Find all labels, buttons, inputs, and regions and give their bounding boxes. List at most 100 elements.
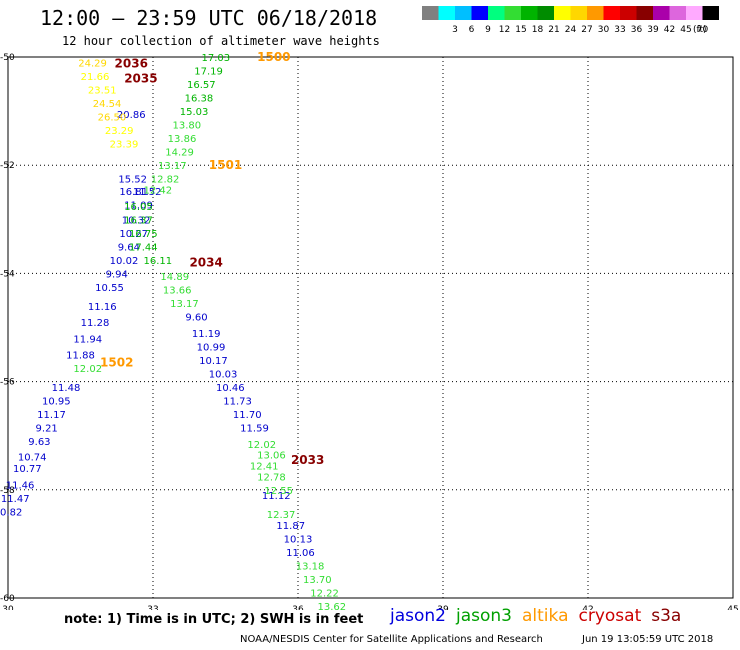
y-tick-label: -54: [0, 269, 15, 279]
swh-value: 12.41: [250, 461, 279, 472]
swh-value: 11.09: [124, 201, 153, 212]
swh-value: 16.05: [124, 202, 153, 213]
swh-value: 10.03: [209, 369, 238, 380]
pass-number-label: 2036: [115, 56, 148, 70]
swh-value: 10.13: [284, 534, 313, 545]
colorbar-label: 3: [452, 25, 458, 35]
colorbar-swatch: [686, 6, 703, 20]
swh-value: 10.27: [119, 229, 148, 240]
swh-value: 16.81: [119, 187, 148, 198]
swh-value: 9.64: [118, 242, 140, 253]
colorbar-swatch: [471, 6, 488, 20]
colorbar-label: 15: [515, 25, 526, 35]
swh-value: 13.86: [168, 134, 197, 145]
swh-value: 13.66: [163, 286, 192, 297]
x-tick-label: 39: [437, 605, 449, 610]
swh-value: 10.74: [18, 452, 47, 463]
legend-jason2: jason2: [390, 606, 446, 626]
colorbar-label: 24: [565, 25, 577, 35]
swh-value: 10.32: [122, 215, 151, 226]
colorbar-swatch: [438, 6, 455, 20]
colorbar-swatch: [620, 6, 637, 20]
swh-value: 23.29: [105, 126, 134, 137]
colorbar-swatch: [455, 6, 472, 20]
series-jason2: 20.8615.5216.8111.5211.0910.3210.279.641…: [0, 110, 315, 559]
swh-value: 11.94: [73, 334, 102, 345]
colorbar-label: 36: [631, 25, 643, 35]
colorbar-label: 9: [485, 25, 491, 35]
swh-value: 11.46: [6, 480, 35, 491]
colorbar-label: 21: [548, 25, 559, 35]
chart-subtitle: 12 hour collection of altimeter wave hei…: [62, 34, 380, 48]
swh-value: 9.94: [106, 269, 128, 280]
colorbar-swatch: [521, 6, 538, 20]
swh-value: 10.95: [42, 397, 71, 408]
colorbar-swatch: [653, 6, 670, 20]
swh-value: 12.37: [267, 510, 296, 521]
series-altika: 24.29 21.66 23.51 24.54 26.50 23.29 23.39: [78, 58, 138, 150]
colorbar-swatch: [702, 6, 719, 20]
swh-value: 11.87: [276, 521, 305, 532]
swh-value: 10.46: [216, 383, 245, 394]
satellite-legend: jason2 jason3 altika cryosat s3a: [390, 606, 691, 626]
x-tick-label: 42: [582, 605, 593, 610]
swh-value: 23.39: [110, 140, 139, 151]
swh-value: 11.19: [192, 329, 221, 340]
swh-value: 24.29: [78, 58, 107, 69]
legend-jason3: jason3: [456, 606, 512, 626]
swh-value: 12.02: [247, 440, 276, 451]
y-tick-label: -50: [0, 53, 15, 63]
swh-value: 12.42: [144, 186, 173, 197]
swh-value: 17.19: [194, 67, 223, 78]
colorbar-swatch: [504, 6, 521, 20]
swh-value: 13.17: [170, 299, 199, 310]
legend-altika: altika: [522, 606, 569, 626]
swh-value: 13.06: [257, 451, 286, 462]
color-scale-bar: 3 6 9 12 15 18 21 24 27 30 33 36 39 42 45 70(ft): [422, 6, 719, 35]
swh-value: 11.88: [66, 351, 95, 362]
pass-number-label: 2035: [124, 72, 157, 86]
series-jason3: 17.03 17.19 16.57 16.38 15.03 13.80 13.86 14.29…: [73, 53, 346, 610]
footer-credit: NOAA/NESDIS Center for Satellite Applica…: [240, 634, 543, 645]
swh-value: 16.57: [187, 80, 216, 91]
y-tick-label: -52: [0, 161, 15, 171]
colorbar-swatch: [537, 6, 554, 20]
swh-value: 11.48: [52, 383, 81, 394]
x-tick-label: 30: [2, 605, 14, 610]
colorbar-swatch: [570, 6, 587, 20]
colorbar-label: 39: [647, 25, 659, 35]
swh-value: 11.59: [240, 424, 269, 435]
swh-value: 13.80: [173, 121, 202, 132]
swh-value: 12.78: [257, 472, 286, 483]
wave-height-map: 30 33 36 39 42 45 -50 -52 -54 -56 -58 -60 20.86 15.52…: [0, 50, 739, 610]
swh-value: 11.47: [1, 494, 30, 505]
swh-value: 20.86: [117, 110, 146, 121]
colorbar-label: 27: [581, 25, 592, 35]
swh-value: 13.70: [303, 575, 332, 586]
swh-value: 16.38: [185, 94, 214, 105]
colorbar-label: 33: [614, 25, 625, 35]
swh-value: 13.17: [158, 161, 187, 172]
swh-value: 11.06: [286, 548, 315, 559]
swh-value: 12.22: [310, 589, 339, 600]
pass-number-label: 1502: [100, 356, 133, 370]
swh-value: 11.12: [262, 491, 291, 502]
swh-value: 9.63: [28, 437, 50, 448]
swh-value: 10.77: [13, 464, 42, 475]
swh-value: 16.75: [129, 229, 158, 240]
swh-value: 17.03: [202, 53, 231, 64]
x-tick-label: 33: [147, 605, 158, 610]
swh-value: 15.03: [180, 107, 209, 118]
swh-value: 12.02: [73, 364, 102, 375]
swh-value: 9.21: [36, 424, 58, 435]
legend-s3a: s3a: [651, 606, 682, 626]
swh-value: 23.51: [88, 85, 117, 96]
swh-value: 26.50: [98, 113, 127, 124]
pass-number-label: 2033: [291, 453, 324, 467]
pass-number-label: 1500: [257, 50, 290, 64]
swh-value: 11.17: [37, 410, 66, 421]
y-tick-label: -58: [0, 486, 15, 496]
swh-value: 10.17: [199, 356, 228, 367]
swh-value: 14.89: [160, 272, 189, 283]
swh-value: 21.66: [81, 72, 110, 83]
